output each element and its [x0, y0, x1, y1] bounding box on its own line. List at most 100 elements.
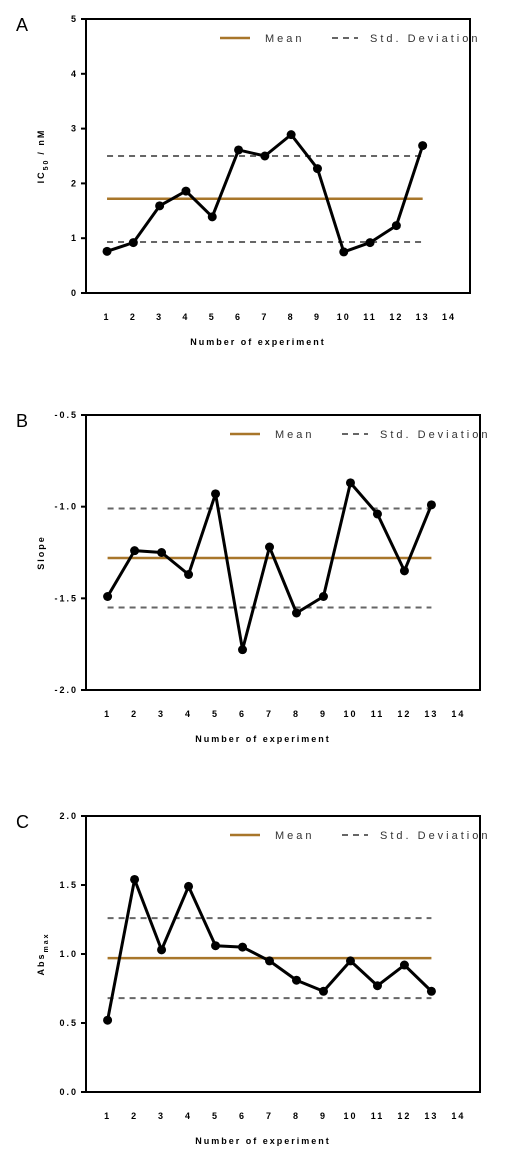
- data-point: [238, 645, 248, 655]
- x-tick-label: 4: [182, 312, 189, 322]
- y-axis-label: Slope: [36, 535, 46, 570]
- data-point: [418, 141, 428, 151]
- y-axis-label-subscript: max: [43, 932, 50, 952]
- chart-panel-c: C0.00.51.01.52.01 2 3 4 5 6 7 8 9 10 11 12 13 14Numbe…: [16, 811, 490, 1146]
- y-tick-label: 4: [71, 69, 78, 79]
- x-tick-label: 14: [451, 1111, 465, 1121]
- y-axis-label-main: Slope: [36, 535, 46, 570]
- data-point: [234, 145, 244, 155]
- y-axis-label-main: IC: [36, 170, 46, 183]
- x-tick-label: 10: [343, 709, 357, 719]
- x-tick-label: 8: [293, 1111, 300, 1121]
- x-tick-label: 5: [212, 1111, 219, 1121]
- data-point: [155, 201, 165, 211]
- data-point: [238, 942, 248, 952]
- x-tick-label: 2: [130, 312, 137, 322]
- y-tick-label: -1.0: [54, 502, 78, 512]
- x-tick-label: 7: [266, 1111, 273, 1121]
- x-tick-label: 6: [239, 709, 246, 719]
- panel-label: A: [16, 15, 28, 35]
- data-point: [184, 570, 194, 579]
- y-tick-label: -1.5: [54, 593, 78, 603]
- x-tick-label: 1: [104, 312, 111, 322]
- data-point: [345, 956, 355, 966]
- x-tick-label: 12: [397, 709, 411, 719]
- y-axis-label-main: Abs: [36, 953, 46, 976]
- x-tick-label: 3: [158, 709, 165, 719]
- x-tick-label: 9: [320, 1111, 327, 1121]
- x-tick-label: 14: [442, 312, 456, 322]
- data-point: [103, 1015, 113, 1025]
- x-tick-label: 6: [239, 1111, 246, 1121]
- data-point: [372, 509, 382, 519]
- x-tick-label: 9: [320, 709, 327, 719]
- data-point: [426, 986, 436, 996]
- data-point: [128, 238, 138, 248]
- y-tick-label: 0.0: [59, 1087, 78, 1097]
- x-tick-label: 4: [185, 1111, 192, 1121]
- x-tick-label: 4: [185, 709, 192, 719]
- legend-mean-label: Mean: [275, 830, 315, 842]
- legend-std-label: Std. Deviation: [380, 830, 490, 842]
- y-tick-label: 0: [71, 288, 78, 298]
- data-point: [103, 592, 113, 601]
- data-point: [130, 874, 140, 884]
- data-point: [130, 546, 140, 556]
- plot-frame: [85, 414, 481, 691]
- data-point: [102, 246, 112, 256]
- data-point: [399, 960, 409, 970]
- y-tick-label: 2: [71, 178, 78, 188]
- y-tick-label: -0.5: [54, 410, 78, 420]
- data-point: [365, 238, 375, 248]
- x-tick-label: 5: [209, 312, 216, 322]
- x-tick-label: 11: [363, 312, 377, 322]
- x-tick-label: 12: [389, 312, 403, 322]
- data-point: [207, 212, 217, 222]
- x-tick-label: 7: [266, 709, 273, 719]
- data-point: [318, 986, 328, 996]
- data-point: [312, 164, 322, 174]
- x-tick-label: 2: [131, 709, 138, 719]
- data-point: [157, 945, 167, 955]
- x-tick-label: 13: [424, 709, 438, 719]
- legend: Mean Std. Deviation: [230, 429, 490, 441]
- data-point: [345, 478, 355, 488]
- x-tick-label: 11: [371, 709, 385, 719]
- x-tick-label: 3: [156, 312, 163, 322]
- x-tick-label: 3: [158, 1111, 165, 1121]
- y-axis-label-unit: / nM: [36, 129, 46, 155]
- legend-std-label: Std. Deviation: [380, 429, 490, 441]
- y-tick-label: 1.5: [59, 880, 78, 890]
- data-point: [265, 542, 275, 552]
- data-point: [291, 608, 301, 618]
- data-point: [260, 151, 270, 161]
- y-tick-label: 3: [71, 124, 78, 134]
- data-point: [184, 881, 194, 891]
- y-axis-label: IC50 / nM: [36, 129, 50, 184]
- x-axis-label: Number of experiment: [195, 1136, 331, 1146]
- x-tick-label: 14: [451, 709, 465, 719]
- x-tick-label: 12: [397, 1111, 411, 1121]
- x-tick-label: 10: [337, 312, 351, 322]
- y-tick-label: 1: [71, 233, 78, 243]
- data-point: [426, 500, 436, 510]
- y-axis-label-subscript: 50: [43, 159, 50, 171]
- x-tick-label: 10: [343, 1111, 357, 1121]
- x-axis-label: Number of experiment: [190, 337, 326, 347]
- legend-mean-label: Mean: [265, 33, 305, 45]
- panel-label: B: [16, 411, 28, 431]
- data-point: [399, 566, 409, 576]
- x-tick-label: 2: [131, 1111, 138, 1121]
- x-tick-label: 13: [416, 312, 430, 322]
- x-tick-label: 1: [104, 709, 111, 719]
- legend-std-label: Std. Deviation: [370, 33, 480, 45]
- legend-mean-label: Mean: [275, 429, 315, 441]
- legend: Mean Std. Deviation: [220, 33, 480, 45]
- x-tick-label: 9: [314, 312, 321, 322]
- x-tick-label: 8: [288, 312, 295, 322]
- x-tick-label: 6: [235, 312, 242, 322]
- panel-label: C: [16, 812, 29, 832]
- data-point: [339, 247, 349, 257]
